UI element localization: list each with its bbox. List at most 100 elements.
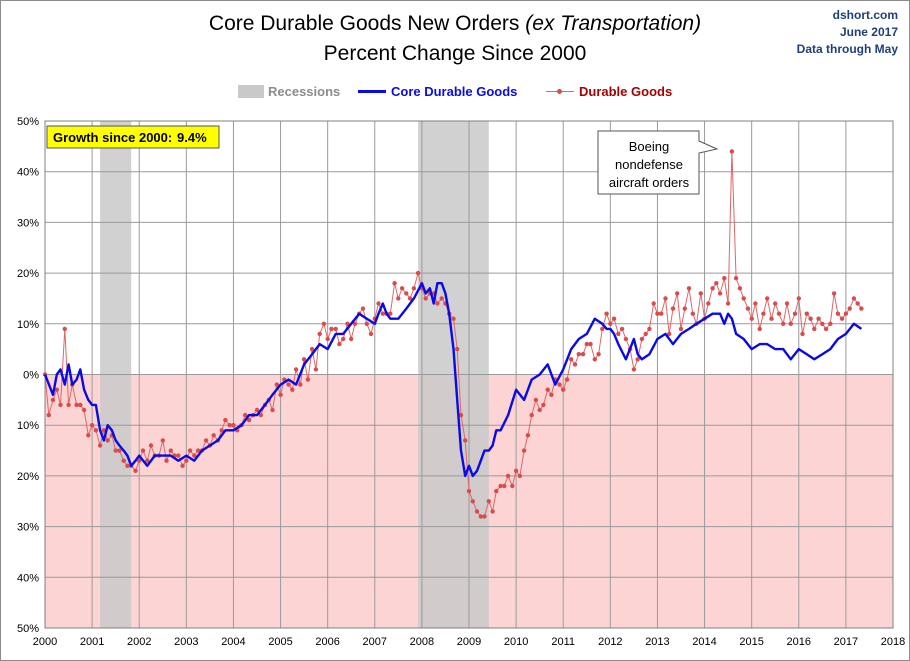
durable-goods-point bbox=[290, 387, 295, 392]
durable-goods-point bbox=[298, 382, 303, 387]
durable-goods-point bbox=[564, 377, 570, 382]
x-tick-label: 2013 bbox=[645, 636, 669, 648]
legend-core: Core Durable Goods bbox=[358, 84, 517, 99]
durable-goods-point bbox=[533, 397, 539, 403]
durable-goods-point bbox=[352, 321, 358, 326]
durable-goods-point bbox=[86, 433, 91, 438]
durable-goods-point bbox=[219, 428, 224, 433]
durable-goods-point bbox=[192, 453, 197, 458]
legend-durable-label: Durable Goods bbox=[579, 84, 673, 99]
durable-goods-point bbox=[227, 423, 232, 428]
durable-goods-point bbox=[769, 316, 774, 321]
durable-goods-point bbox=[722, 276, 727, 281]
durable-goods-point bbox=[78, 402, 83, 408]
durable-goods-point bbox=[517, 473, 523, 479]
durable-goods-point bbox=[360, 306, 366, 311]
durable-goods-point bbox=[675, 291, 680, 296]
durable-goods-point bbox=[678, 326, 684, 332]
durable-goods-point bbox=[148, 443, 154, 448]
y-tick-label: 0% bbox=[23, 370, 39, 382]
x-tick-label: 2015 bbox=[739, 636, 763, 648]
durable-goods-point bbox=[682, 306, 687, 311]
durable-goods-point bbox=[513, 468, 519, 473]
durable-goods-point bbox=[859, 306, 864, 311]
durable-goods-point bbox=[725, 301, 731, 306]
durable-goods-point bbox=[466, 488, 472, 494]
durable-goods-point bbox=[800, 331, 805, 337]
durable-goods-point bbox=[494, 488, 499, 494]
durable-goods-point bbox=[376, 301, 381, 306]
durable-goods-point bbox=[301, 357, 307, 362]
durable-goods-point bbox=[521, 448, 527, 453]
durable-goods-point bbox=[851, 296, 857, 301]
durable-goods-point bbox=[133, 468, 138, 473]
durable-goods-point bbox=[168, 448, 173, 453]
durable-goods-point bbox=[180, 463, 185, 468]
durable-goods-point bbox=[835, 311, 841, 316]
durable-goods-point bbox=[502, 483, 507, 489]
durable-goods-point bbox=[407, 296, 413, 301]
durable-goods-point bbox=[588, 341, 593, 347]
durable-goods-point bbox=[647, 326, 652, 332]
durable-goods-point bbox=[325, 336, 330, 342]
durable-goods-point bbox=[341, 336, 346, 342]
durable-goods-point bbox=[541, 402, 546, 408]
durable-goods-point bbox=[631, 367, 637, 372]
durable-goods-point bbox=[243, 412, 248, 418]
durable-goods-point bbox=[781, 321, 786, 326]
durable-goods-point bbox=[89, 423, 95, 428]
core-line-icon bbox=[358, 90, 386, 93]
durable-goods-point bbox=[478, 514, 483, 519]
durable-goods-point bbox=[561, 387, 566, 392]
durable-goods-point bbox=[663, 296, 668, 301]
x-tick-label: 2000 bbox=[33, 636, 57, 648]
durable-goods-point bbox=[187, 448, 193, 453]
durable-goods-point bbox=[608, 321, 613, 326]
durable-goods-point bbox=[435, 301, 440, 306]
durable-goods-point bbox=[364, 321, 369, 326]
durable-goods-point bbox=[816, 316, 821, 321]
durable-goods-point bbox=[812, 326, 817, 332]
x-tick-label: 2004 bbox=[221, 636, 245, 648]
y-tick-label: 20% bbox=[17, 471, 39, 483]
durable-goods-point bbox=[643, 331, 648, 337]
durable-goods-point bbox=[510, 483, 515, 489]
durable-goods-point bbox=[635, 357, 640, 362]
durable-goods-point bbox=[380, 311, 385, 316]
durable-goods-point bbox=[729, 149, 735, 154]
durable-goods-point bbox=[451, 316, 456, 321]
x-tick-label: 2008 bbox=[410, 636, 434, 648]
durable-goods-point bbox=[773, 301, 778, 306]
title-italic: (ex Transportation) bbox=[525, 12, 702, 35]
durable-goods-point bbox=[855, 301, 860, 306]
source-label: dshort.com bbox=[832, 8, 898, 22]
durable-goods-point bbox=[639, 336, 645, 342]
durable-goods-point bbox=[698, 291, 703, 296]
x-tick-label: 2002 bbox=[127, 636, 151, 648]
durable-goods-point bbox=[62, 326, 67, 332]
durable-goods-point bbox=[592, 357, 597, 362]
durable-goods-point bbox=[525, 433, 531, 438]
x-tick-label: 2006 bbox=[315, 636, 339, 648]
data-through-label: Data through May bbox=[796, 42, 898, 56]
x-tick-label: 2012 bbox=[598, 636, 622, 648]
durable-goods-point bbox=[710, 286, 715, 291]
durable-goods-point bbox=[105, 438, 110, 443]
durable-goods-point bbox=[66, 402, 71, 408]
durable-goods-point bbox=[270, 407, 275, 413]
durable-goods-point bbox=[765, 296, 770, 301]
durable-line-icon bbox=[546, 89, 574, 94]
chart-subtitle: Percent Change Since 2000 bbox=[323, 42, 587, 65]
legend-durable: Durable Goods bbox=[546, 84, 672, 99]
durable-goods-point bbox=[470, 499, 475, 504]
durable-goods-point bbox=[498, 483, 503, 489]
x-tick-label: 2003 bbox=[174, 636, 198, 648]
durable-goods-point bbox=[203, 438, 209, 443]
durable-goods-point bbox=[537, 407, 542, 413]
durable-goods-point bbox=[274, 382, 279, 387]
durable-goods-point bbox=[804, 311, 809, 316]
x-tick-label: 2007 bbox=[363, 636, 387, 648]
durable-goods-point bbox=[580, 352, 586, 357]
durable-goods-point bbox=[659, 311, 664, 316]
